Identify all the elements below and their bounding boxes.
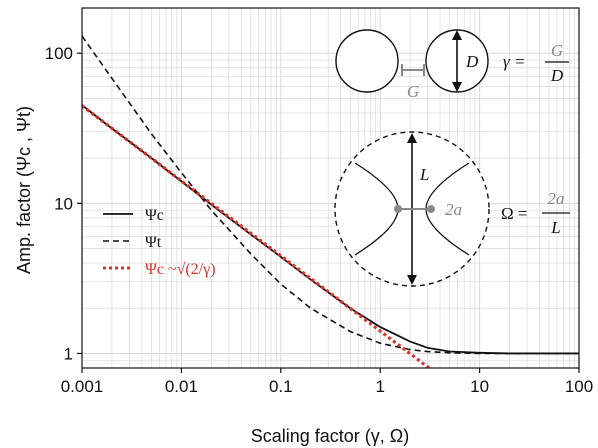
y-axis-label: Amp. factor (Ψc , Ψt) — [14, 106, 34, 274]
omega-numerator: 2a — [548, 189, 565, 208]
legend-label-psi-t: Ψt — [145, 234, 162, 251]
tip-gap-label: 2a — [445, 200, 462, 219]
gamma-numerator: G — [551, 41, 563, 60]
length-arrowhead-top — [407, 133, 417, 143]
series-psi-t — [82, 35, 579, 355]
gamma-lhs: γ = — [503, 52, 525, 71]
y-tick-label: 100 — [45, 44, 73, 63]
x-tick-label: 10 — [470, 377, 489, 396]
gamma-formula: γ = G D — [503, 41, 569, 85]
x-tick-label: 1 — [375, 377, 384, 396]
series-layer — [82, 35, 579, 368]
x-tick-label: 100 — [565, 377, 593, 396]
legend-label-psi-c: Ψc — [145, 207, 164, 224]
x-tick-label: 0.01 — [165, 377, 198, 396]
legend: Ψc Ψt Ψc ~√(2/γ) — [103, 207, 216, 278]
diameter-label: D — [465, 52, 479, 71]
x-axis-label: Scaling factor (γ, Ω) — [251, 426, 410, 446]
omega-formula: Ω = 2a L — [501, 189, 570, 237]
x-tick-label: 0.1 — [269, 377, 293, 396]
omega-denominator: L — [550, 218, 560, 237]
sphere-left — [335, 29, 399, 93]
gap-label: G — [407, 82, 419, 101]
x-tick-label: 0.001 — [61, 377, 104, 396]
length-label: L — [419, 165, 429, 184]
sphere-diagram: G D — [335, 29, 489, 101]
plot-frame — [81, 7, 580, 369]
gamma-denominator: D — [550, 66, 564, 85]
axis-ticks: 0.001 0.01 0.1 1 10 100 1 10 100 — [45, 44, 594, 396]
diameter-arrowhead-bottom — [452, 82, 462, 92]
tip-diagram: L 2a — [334, 131, 490, 287]
hyperbola-right-top — [425, 162, 470, 210]
y-tick-label: 10 — [54, 194, 73, 213]
tip-dot-right — [427, 205, 435, 213]
hyperbola-right-bottom — [425, 208, 470, 256]
length-arrowhead-bottom — [407, 275, 417, 285]
tip-dot-left — [394, 205, 402, 213]
series-psi-c — [82, 104, 579, 355]
diameter-arrowhead-top — [452, 30, 462, 40]
y-tick-label: 1 — [64, 344, 73, 363]
omega-lhs: Ω = — [501, 204, 527, 223]
legend-label-psi-c-approx: Ψc ~√(2/γ) — [145, 261, 216, 278]
